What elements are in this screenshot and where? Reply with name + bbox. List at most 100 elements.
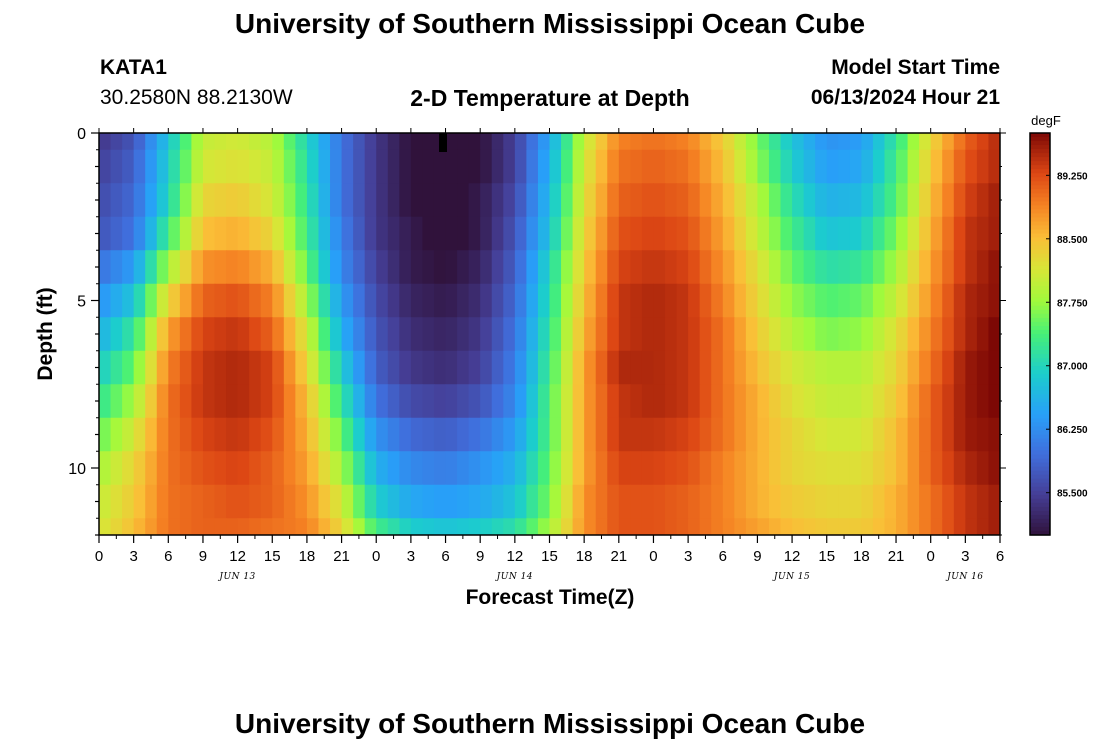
heatmap-cell — [306, 384, 320, 419]
colorbar-segment — [1030, 221, 1050, 227]
heatmap-cell — [168, 216, 181, 251]
heatmap-cell — [711, 183, 724, 218]
heatmap-cell — [99, 183, 112, 218]
heatmap-cell — [861, 518, 874, 535]
heatmap-cell — [896, 451, 909, 486]
heatmap-cell — [330, 250, 343, 285]
heatmap-cell — [780, 133, 793, 151]
heatmap-cell — [457, 149, 470, 184]
heatmap-cell — [110, 484, 123, 519]
heatmap-cell — [272, 417, 285, 452]
heatmap-cell — [965, 183, 978, 218]
heatmap-cell — [861, 417, 874, 452]
chart-title-bottom: University of Southern Mississippi Ocean… — [234, 708, 866, 739]
colorbar-frame — [1029, 132, 1051, 536]
heatmap-cell — [803, 417, 816, 452]
heatmap-cell — [907, 518, 920, 535]
heatmap-cell — [768, 317, 782, 352]
heatmap-cell — [792, 183, 805, 218]
heatmap-cell — [792, 216, 805, 251]
heatmap-cell — [815, 250, 828, 285]
heatmap-cell — [734, 149, 747, 184]
heatmap-cell — [653, 518, 666, 535]
heatmap-cell — [561, 417, 574, 452]
heatmap-cell — [156, 451, 169, 486]
heatmap-cell — [976, 183, 990, 218]
heatmap-cell — [584, 484, 597, 519]
x-tick-label: 9 — [199, 548, 207, 565]
heatmap-cell — [572, 216, 585, 251]
heatmap-cell — [156, 317, 169, 352]
heatmap-cell — [480, 216, 493, 251]
heatmap-cell — [491, 484, 504, 519]
colorbar-segment — [1030, 518, 1050, 524]
heatmap-cell — [561, 183, 574, 218]
heatmap-cell — [711, 451, 724, 486]
heatmap-cell — [445, 417, 458, 452]
heatmap-cell — [607, 216, 620, 251]
heatmap-cell — [653, 417, 666, 452]
heatmap-cell — [815, 350, 828, 385]
heatmap-cell — [630, 484, 643, 519]
colorbar-segment — [1030, 450, 1050, 456]
heatmap-cell — [561, 451, 574, 486]
heatmap-cell — [757, 283, 770, 318]
heatmap-cell — [676, 317, 689, 352]
heatmap-cell — [988, 518, 1000, 535]
heatmap-cell — [422, 149, 435, 184]
heatmap-cell — [445, 384, 458, 419]
heatmap-cell — [306, 250, 320, 285]
heatmap-cell — [734, 133, 747, 151]
heatmap-cell — [711, 133, 724, 151]
heatmap-cell — [445, 283, 458, 318]
colorbar-segment — [1030, 145, 1050, 150]
heatmap-cell — [133, 384, 146, 419]
heatmap-cell — [491, 451, 504, 486]
heatmap-cell — [896, 518, 909, 535]
heatmap-cell — [630, 283, 643, 318]
heatmap-cell — [838, 183, 851, 218]
heatmap-cell — [561, 149, 574, 184]
heatmap-cell — [168, 484, 181, 519]
heatmap-cell — [792, 149, 805, 184]
heatmap-cell — [376, 250, 389, 285]
heatmap-cell — [526, 133, 539, 151]
heatmap-cell — [641, 133, 655, 151]
heatmap-cell — [341, 216, 354, 251]
heatmap-cell — [526, 484, 539, 519]
heatmap-cell — [630, 518, 643, 535]
heatmap-cell — [272, 451, 285, 486]
x-tick-label: 3 — [684, 548, 692, 565]
x-tick-label: 6 — [441, 548, 449, 565]
heatmap-cell — [133, 451, 146, 486]
heatmap-cell — [272, 384, 285, 419]
heatmap-cell — [653, 283, 666, 318]
heatmap-cell — [907, 350, 920, 385]
heatmap-cell — [237, 149, 250, 184]
heatmap-cell — [306, 149, 320, 184]
heatmap-cell — [549, 133, 562, 151]
heatmap-cell — [110, 250, 123, 285]
heatmap-cell — [306, 183, 320, 218]
heatmap-cell — [803, 283, 816, 318]
colorbar-segment — [1030, 213, 1050, 219]
heatmap-cell — [202, 283, 216, 318]
heatmap-cell — [249, 384, 262, 419]
heatmap-marker — [439, 133, 447, 152]
heatmap-cell — [584, 250, 597, 285]
heatmap-cell — [768, 451, 782, 486]
heatmap-cell — [295, 216, 308, 251]
heatmap-cell — [584, 317, 597, 352]
heatmap-cell — [711, 484, 724, 519]
heatmap-cell — [688, 283, 701, 318]
heatmap-cell — [838, 417, 851, 452]
heatmap-cell — [907, 484, 920, 519]
heatmap-cell — [468, 183, 481, 218]
heatmap-cell — [376, 417, 389, 452]
heatmap-cell — [907, 451, 920, 486]
heatmap-cell — [283, 250, 296, 285]
heatmap-cell — [99, 518, 112, 535]
heatmap-cell — [942, 216, 955, 251]
heatmap-cell — [537, 216, 551, 251]
